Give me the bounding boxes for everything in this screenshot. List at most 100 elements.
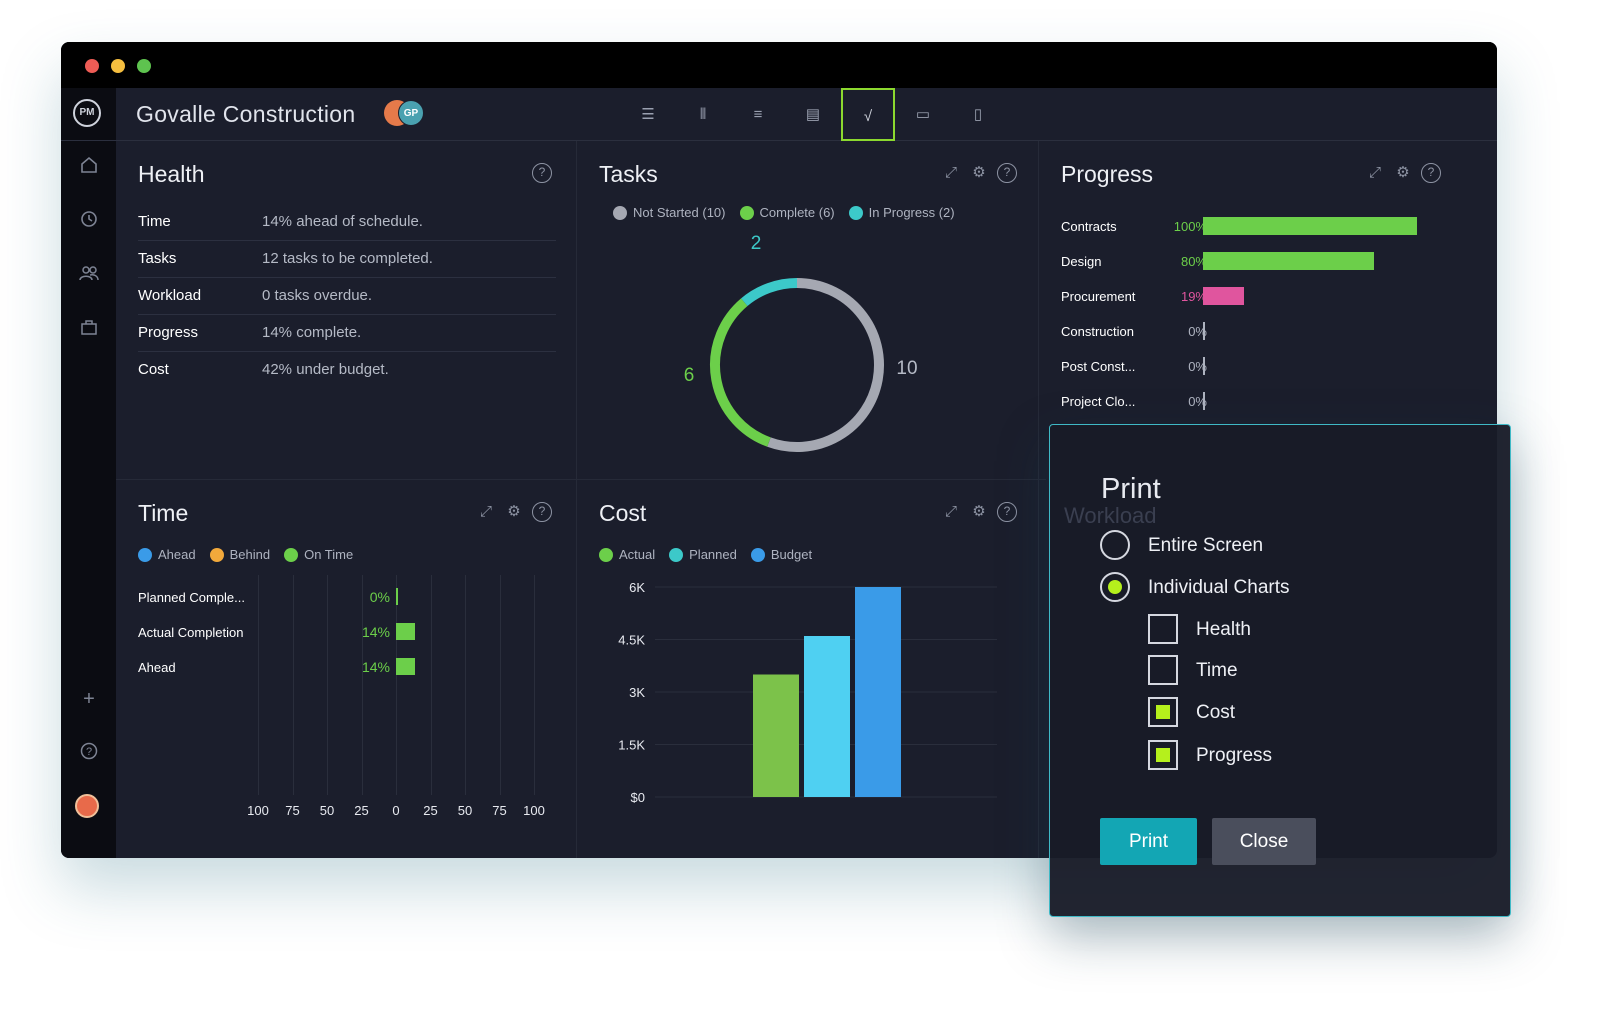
axis-tick-label: 0	[392, 803, 400, 818]
help-icon[interactable]: ?	[997, 502, 1017, 522]
progress-bar	[1203, 287, 1244, 305]
health-row: Tasks 12 tasks to be completed.	[138, 241, 556, 278]
project-header: Govalle Construction GP ☰ ⫴ ≡ ▤ √ ▭ ▯	[116, 88, 1497, 141]
checkbox-label: Progress	[1196, 745, 1273, 766]
help-icon[interactable]: ?	[532, 163, 552, 183]
donut-slice-not-started	[767, 278, 884, 452]
legend-item: In Progress (2)	[848, 205, 955, 220]
print-dialog: Workload Print Entire Screen Individual …	[1049, 424, 1511, 917]
minimize-window-button[interactable]	[111, 59, 125, 73]
panel-title: Health	[138, 161, 205, 187]
time-label: Actual Completion	[138, 625, 244, 640]
axis-tick-label: 100	[523, 803, 545, 818]
progress-label: Procurement	[1061, 289, 1136, 304]
board-view-icon[interactable]: ⫴	[699, 106, 707, 123]
expand-icon[interactable]: ⤢	[1368, 164, 1381, 181]
gear-icon[interactable]: ⚙	[507, 503, 521, 520]
svg-text:?: ?	[86, 746, 92, 758]
grid-line	[361, 575, 363, 795]
health-row: Workload 0 tasks overdue.	[138, 278, 556, 315]
progress-label: Post Const...	[1061, 359, 1136, 374]
tasks-legend: Not Started (10) Complete (6) In Progres…	[613, 205, 955, 220]
help-icon[interactable]: ?	[997, 163, 1017, 183]
avatar[interactable]: GP	[398, 100, 424, 126]
y-tick-label: 4.5K	[618, 633, 645, 648]
help-icon[interactable]: ?	[532, 502, 552, 522]
list-view-icon[interactable]: ☰	[641, 106, 655, 123]
axis-tick-label: 100	[247, 803, 269, 818]
donut-label-complete: 6	[684, 365, 695, 386]
clock-icon[interactable]	[78, 210, 100, 232]
health-row: Time 14% ahead of schedule.	[138, 204, 556, 241]
progress-label: Construction	[1061, 324, 1134, 339]
legend-item: Planned	[669, 547, 737, 562]
progress-bar	[1203, 392, 1205, 410]
gear-icon[interactable]: ⚙	[972, 164, 986, 181]
expand-icon[interactable]: ⤢	[479, 503, 492, 520]
dashboard-view-icon[interactable]: √	[841, 88, 895, 141]
legend-item: Ahead	[138, 547, 196, 562]
legend-item: On Time	[284, 547, 353, 562]
legend-item: Not Started (10)	[613, 205, 726, 220]
gear-icon[interactable]: ⚙	[972, 503, 986, 520]
cost-bar-actual	[753, 674, 799, 797]
checkbox-label: Time	[1196, 660, 1238, 681]
progress-row: Project Clo... 0%	[1061, 392, 1441, 412]
time-checkbox[interactable]	[1148, 655, 1178, 685]
time-pct: 14%	[361, 624, 390, 640]
health-checkbox[interactable]	[1148, 614, 1178, 644]
calendar-view-icon[interactable]: ▭	[915, 106, 931, 123]
entire-screen-radio[interactable]	[1100, 530, 1130, 560]
cost-legend: Actual Planned Budget	[599, 547, 812, 562]
cost-bar-chart: $0 1.5K 3K 4.5K 6K	[618, 580, 997, 805]
title-bar	[61, 42, 1497, 88]
progress-pct: 80%	[1180, 254, 1207, 269]
help-icon[interactable]: ?	[1421, 163, 1441, 183]
radio-label: Entire Screen	[1148, 535, 1264, 556]
donut-label-not-started: 10	[896, 358, 917, 379]
team-icon[interactable]	[78, 264, 100, 286]
progress-label: Contracts	[1061, 219, 1117, 234]
legend-item: Behind	[209, 547, 270, 562]
radio-label: Individual Charts	[1148, 577, 1290, 598]
progress-pct: 0%	[1188, 324, 1207, 339]
grid-line	[258, 575, 259, 795]
gantt-view-icon[interactable]: ≡	[753, 106, 763, 123]
home-icon[interactable]	[78, 156, 100, 178]
briefcase-icon[interactable]	[78, 318, 100, 340]
close-button[interactable]: Close	[1212, 818, 1316, 865]
axis-tick-label: 75	[492, 803, 507, 818]
close-window-button[interactable]	[85, 59, 99, 73]
cost-checkbox[interactable]	[1148, 697, 1178, 727]
sheet-view-icon[interactable]: ▤	[805, 106, 821, 123]
gear-icon[interactable]: ⚙	[1396, 164, 1410, 181]
y-tick-label: $0	[631, 790, 645, 805]
axis-tick-label: 50	[319, 803, 335, 818]
progress-checkbox[interactable]	[1148, 740, 1178, 770]
y-tick-label: 3K	[629, 685, 645, 700]
cost-bar-budget	[855, 587, 901, 797]
tasks-panel: Tasks ⤢ ⚙ ? Not Started (10) Complete (6…	[577, 141, 1038, 479]
files-view-icon[interactable]: ▯	[973, 106, 983, 123]
progress-label: Project Clo...	[1061, 394, 1136, 409]
individual-charts-radio[interactable]	[1100, 572, 1130, 602]
pm-logo[interactable]: PM	[73, 99, 101, 127]
expand-icon[interactable]: ⤢	[944, 164, 957, 181]
donut-label-in-progress: 2	[751, 233, 762, 254]
user-avatar[interactable]	[75, 794, 99, 818]
expand-icon[interactable]: ⤢	[944, 503, 957, 520]
help-icon[interactable]: ?	[78, 742, 100, 764]
dialog-title: Print	[1101, 473, 1161, 505]
print-button[interactable]: Print	[1100, 818, 1197, 865]
health-row: Cost 42% under budget.	[138, 361, 389, 378]
progress-row: Construction 0%	[1061, 322, 1441, 342]
maximize-window-button[interactable]	[137, 59, 151, 73]
time-chart-grid: 100 75 50 25 0 25 50 75 100	[116, 575, 576, 835]
progress-row: Design 80%	[1061, 252, 1441, 272]
grid-line	[292, 575, 294, 795]
sidebar: PM + ?	[61, 88, 116, 858]
y-tick-label: 1.5K	[618, 738, 645, 753]
plus-icon[interactable]: +	[83, 688, 95, 710]
cost-panel: Cost ⤢ ⚙ ? Actual Planned Budget $0 1.5K 3…	[577, 480, 1038, 858]
progress-row: Post Const... 0%	[1061, 357, 1441, 377]
